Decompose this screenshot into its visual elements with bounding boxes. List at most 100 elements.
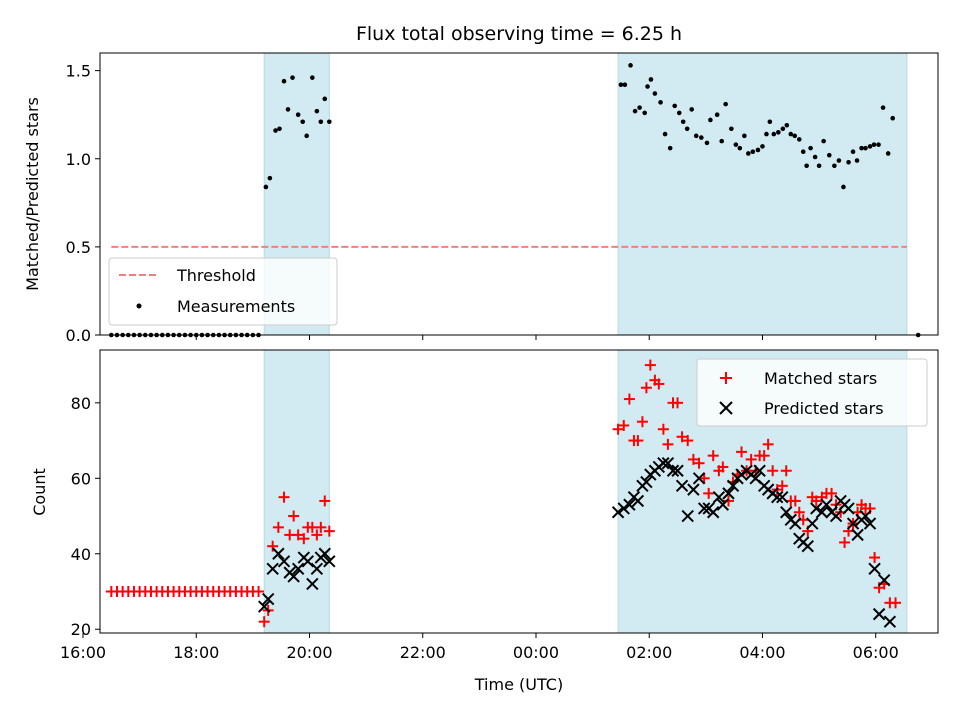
matched-star-marker bbox=[288, 510, 300, 522]
measurement-point bbox=[277, 126, 282, 132]
matched-star-marker bbox=[745, 453, 757, 465]
measurement-point bbox=[327, 119, 332, 125]
bottom-y-axis-ticks: 20 40 60 80 bbox=[71, 394, 100, 639]
measurement-point bbox=[808, 145, 813, 151]
top-panel: 0.0 0.5 1.0 1.5 Matched/Predicted stars Thr… bbox=[23, 52, 939, 345]
predicted-star-marker bbox=[846, 517, 860, 530]
matched-star-marker bbox=[687, 453, 699, 465]
legend-predicted-swatch bbox=[719, 401, 733, 415]
measurement-point bbox=[684, 126, 690, 132]
measurement-point bbox=[672, 103, 678, 109]
bottom-highlight-spans bbox=[263, 349, 908, 634]
predicted-star-marker bbox=[291, 562, 305, 576]
measurement-point bbox=[676, 110, 682, 116]
measurement-point bbox=[645, 84, 650, 89]
measurement-point bbox=[804, 163, 809, 169]
measurement-point bbox=[648, 77, 654, 82]
predicted-star-marker bbox=[726, 479, 740, 493]
predicted-star-marker bbox=[640, 475, 653, 489]
bottom-axes-frame bbox=[99, 349, 939, 634]
top-y-tick-label: 1.5 bbox=[66, 62, 91, 81]
measurement-point bbox=[776, 130, 781, 135]
measurement-point bbox=[863, 145, 868, 151]
top-x-axis-ticks bbox=[82, 335, 877, 340]
predicted-star-marker bbox=[820, 498, 833, 511]
matched-star-marker bbox=[810, 495, 822, 507]
measurement-point bbox=[295, 112, 301, 117]
predicted-star-marker bbox=[675, 479, 689, 493]
matched-star-marker bbox=[267, 540, 279, 552]
predicted-star-marker bbox=[671, 464, 684, 477]
matched-star-marker bbox=[736, 446, 748, 458]
predicted-star-marker bbox=[323, 555, 336, 568]
legend-predicted-label: Predicted stars bbox=[764, 399, 884, 418]
measurement-point bbox=[746, 151, 751, 156]
measurement-point bbox=[637, 105, 642, 110]
predicted-star-marker bbox=[712, 490, 726, 504]
predicted-star-marker bbox=[261, 592, 275, 606]
predicted-star-marker bbox=[310, 562, 324, 576]
x-tick-label: 02:00 bbox=[626, 643, 672, 662]
matched-star-marker bbox=[762, 438, 774, 450]
x-axis-label: Time (UTC) bbox=[474, 675, 563, 694]
measurement-point bbox=[318, 119, 324, 125]
predicted-star-marker bbox=[266, 562, 279, 576]
predicted-star-marker bbox=[666, 464, 680, 477]
bottom-y-tick-label: 80 bbox=[71, 394, 91, 413]
matched-star-marker bbox=[653, 378, 665, 390]
predicted-star-marker bbox=[631, 494, 645, 508]
predicted-star-marker bbox=[868, 562, 881, 576]
measurement-point bbox=[750, 149, 756, 154]
predicted-star-marker bbox=[687, 483, 700, 496]
bottom-panel: 20 40 60 80 16:00 18:00 20:00 22:00 00:00 02:00 0… bbox=[30, 349, 939, 694]
predicted-star-marker bbox=[277, 555, 291, 568]
top-highlight-spans bbox=[263, 52, 908, 336]
matched-star-marker bbox=[632, 435, 644, 447]
predicted-star-marker bbox=[301, 555, 315, 568]
predicted-star-marker bbox=[681, 509, 694, 523]
matched-star-marker bbox=[311, 529, 323, 541]
matched-star-marker bbox=[640, 382, 652, 394]
predicted-star-marker bbox=[878, 573, 891, 587]
matched-star-marker bbox=[623, 393, 635, 405]
matched-star-marker bbox=[682, 435, 694, 447]
predicted-star-marker bbox=[780, 506, 793, 519]
predicted-star-marker bbox=[722, 487, 735, 500]
x-tick-label: 20:00 bbox=[286, 643, 332, 662]
matched-star-marker bbox=[693, 457, 705, 469]
measurement-point bbox=[704, 140, 710, 146]
measurement-point bbox=[658, 100, 663, 105]
predicted-stars-markers bbox=[257, 456, 897, 628]
predicted-star-marker bbox=[318, 547, 331, 560]
matched-star-marker bbox=[780, 465, 792, 477]
predicted-star-marker bbox=[623, 498, 636, 511]
top-y-tick-label: 1.0 bbox=[66, 150, 91, 169]
matched-star-marker bbox=[258, 616, 270, 628]
legend-matched-label: Matched stars bbox=[764, 369, 877, 388]
bottom-x-axis-ticks: 16:00 18:00 20:00 22:00 00:00 02:00 04:00 06:00 bbox=[60, 633, 899, 662]
matched-star-marker bbox=[278, 491, 290, 503]
measurement-point bbox=[628, 63, 633, 68]
predicted-star-marker bbox=[617, 502, 630, 515]
predicted-star-marker bbox=[306, 577, 319, 591]
measurement-point bbox=[632, 108, 638, 114]
measurement-point bbox=[304, 133, 309, 139]
bottom-y-tick-label: 20 bbox=[71, 620, 91, 639]
bottom-y-tick-label: 40 bbox=[71, 545, 91, 564]
measurement-point bbox=[689, 107, 694, 112]
predicted-star-marker bbox=[657, 456, 670, 470]
predicted-star-marker bbox=[692, 472, 706, 485]
top-legend: Threshold Measurements bbox=[108, 257, 338, 326]
measurement-point bbox=[285, 107, 291, 112]
measurement-point bbox=[662, 131, 668, 137]
predicted-star-marker bbox=[789, 517, 802, 530]
measurement-point bbox=[796, 137, 802, 142]
x-tick-label: 16:00 bbox=[60, 643, 106, 662]
measurement-point bbox=[622, 82, 628, 88]
predicted-star-marker bbox=[851, 528, 864, 542]
measurement-point bbox=[859, 145, 864, 151]
top-y-axis-ticks: 0.0 0.5 1.0 1.5 bbox=[66, 62, 100, 345]
bottom-span-0 bbox=[263, 349, 330, 634]
legend-threshold-label: Threshold bbox=[176, 266, 256, 285]
measurement-point bbox=[314, 108, 320, 114]
